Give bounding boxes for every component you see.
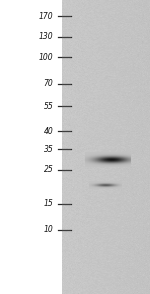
Text: 10: 10 [44, 225, 53, 234]
Text: 100: 100 [39, 53, 53, 62]
Bar [0, 0, 62, 294]
Text: 25: 25 [44, 166, 53, 174]
Text: 35: 35 [44, 145, 53, 154]
Text: 40: 40 [44, 127, 53, 136]
Text: 70: 70 [44, 79, 53, 88]
Text: 15: 15 [44, 199, 53, 208]
Text: 170: 170 [39, 12, 53, 21]
Text: 130: 130 [39, 32, 53, 41]
Text: 55: 55 [44, 102, 53, 111]
